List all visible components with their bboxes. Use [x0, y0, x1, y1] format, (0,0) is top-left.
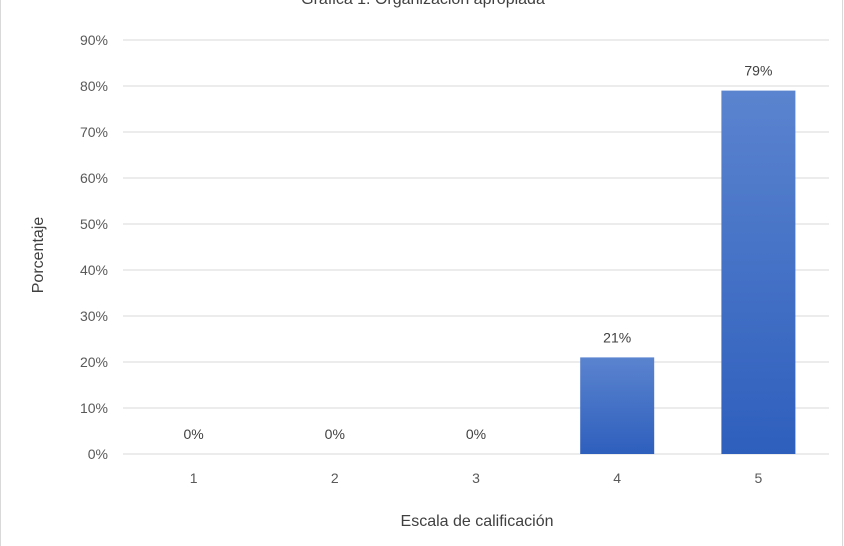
y-axis-title: Porcentaje: [30, 217, 47, 294]
x-tick-label: 2: [331, 470, 339, 486]
y-tick-label: 60%: [80, 170, 108, 186]
x-tick-label: 1: [190, 470, 198, 486]
data-labels: 0% 0% 0% 21% 79%: [183, 63, 772, 442]
data-label: 0%: [466, 426, 486, 442]
bar: [580, 357, 655, 454]
y-tick-label: 10%: [80, 400, 108, 416]
bars: [580, 90, 796, 454]
y-tick-label: 30%: [80, 308, 108, 324]
data-label: 0%: [325, 426, 345, 442]
y-tick-label: 40%: [80, 262, 108, 278]
data-label: 0%: [183, 426, 203, 442]
x-axis-ticks: 1 2 3 4 5: [190, 470, 763, 486]
x-tick-label: 5: [755, 470, 763, 486]
data-label: 21%: [603, 329, 631, 345]
data-label: 79%: [744, 63, 772, 79]
y-tick-label: 80%: [80, 78, 108, 94]
bar: [721, 90, 796, 454]
y-tick-label: 0%: [88, 446, 108, 462]
y-tick-label: 50%: [80, 216, 108, 232]
x-axis-title: Escala de calificación: [401, 513, 554, 530]
gridlines: [123, 39, 829, 455]
x-tick-label: 3: [472, 470, 480, 486]
x-tick-label: 4: [613, 470, 621, 486]
y-axis-ticks: 0% 10% 20% 30% 40% 50% 60% 70% 80% 90%: [80, 32, 108, 462]
y-tick-label: 70%: [80, 124, 108, 140]
y-tick-label: 90%: [80, 32, 108, 48]
y-tick-label: 20%: [80, 354, 108, 370]
chart-title: Gráfica 1. Organización apropiada: [301, 0, 545, 8]
